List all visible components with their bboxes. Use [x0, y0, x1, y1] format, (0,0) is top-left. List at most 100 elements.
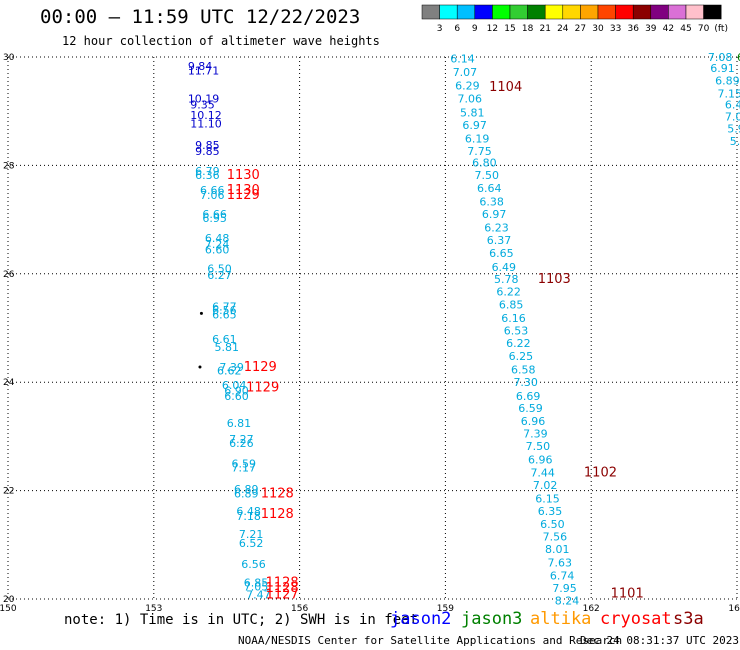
altika-data-label: 6.96: [521, 415, 546, 428]
altika-data-label: 5.81: [460, 106, 485, 119]
altika-data-label: 6.56: [212, 304, 237, 317]
color-scale-label: 12: [487, 24, 498, 34]
color-scale-label: 39: [645, 24, 657, 34]
cryosat-data-label: 1129: [246, 381, 279, 396]
color-scale-swatch: [632, 4, 652, 20]
altika-data-label: 6.61: [212, 333, 237, 346]
color-scale-swatch: [544, 4, 564, 20]
altika-data-label: 6.89: [715, 74, 740, 87]
altika-data-label: 6.90: [224, 384, 249, 397]
altika-data-label: 6.36: [195, 169, 220, 182]
altika-data-label: 6.49: [725, 99, 740, 112]
jason3-data-label: 6.85: [737, 51, 740, 64]
altika-data-label: 7.95: [552, 582, 577, 595]
altika-data-label: 6.04: [222, 379, 247, 392]
color-scale-label: 33: [610, 24, 621, 34]
s3a-data-label: 1102: [584, 466, 617, 481]
altika-data-label: 7.56: [543, 531, 568, 544]
altika-data-label: 6.22: [506, 337, 531, 350]
altika-data-label: 6.59: [232, 458, 257, 471]
altika-data-label: 6.35: [538, 505, 563, 518]
altika-data-label: 6.64: [477, 182, 502, 195]
x-tick-label: 153: [145, 604, 162, 614]
altika-data-label: 6.27: [207, 269, 232, 282]
color-scale-swatch: [492, 4, 511, 20]
altika-data-label: 6.52: [239, 537, 264, 550]
jason2-data-label: 9.35: [190, 99, 215, 112]
altika-data-label: 7.06: [458, 93, 483, 106]
altika-data-label: 6.48: [205, 232, 230, 245]
x-tick-label: 162: [583, 604, 600, 614]
altika-data-label: 7.02: [533, 479, 558, 492]
color-scale-label: 6: [454, 24, 460, 34]
generation-timestamp: Dec 24 08:31:37 UTC 2023: [580, 634, 739, 647]
altika-data-label: 7.21: [239, 528, 264, 541]
cryosat-data-label: 1129: [244, 360, 277, 375]
jason2-data-label: 11.10: [190, 118, 222, 131]
altika-data-label: 6.49: [492, 261, 517, 274]
altika-data-label: 6.95: [202, 212, 227, 225]
cryosat-data-label: 1130: [227, 168, 260, 183]
cryosat-data-label: 1128: [266, 581, 299, 596]
altika-data-label: 6.50: [540, 518, 565, 531]
color-scale-label: (ft): [714, 24, 728, 34]
jason2-data-label: 11.71: [188, 65, 220, 78]
jason2-data-label: 10.19: [188, 93, 220, 106]
altika-data-label: 7.30: [513, 376, 538, 389]
s3a-data-label: 1104: [489, 80, 522, 95]
chart-title: 00:00 — 11:59 UTC 12/22/2023: [40, 6, 361, 28]
footer-note: note: 1) Time is in UTC; 2) SWH is in fe…: [64, 612, 419, 628]
altika-data-label: 6.85: [499, 299, 524, 312]
altika-data-label: 5.78: [494, 273, 519, 286]
color-scale-swatch: [685, 4, 704, 20]
cryosat-data-label: 1129: [227, 188, 260, 203]
altika-data-label: 7.75: [467, 145, 492, 158]
altika-data-label: 6.19: [465, 132, 490, 145]
y-tick-label: 24: [3, 378, 15, 388]
altika-data-label: 7.03: [725, 111, 740, 124]
altika-data-label: 7.63: [547, 557, 572, 570]
altika-data-label: 6.22: [496, 286, 521, 299]
jason2-data-label: 9.84: [188, 60, 213, 73]
altika-data-label: 6.14: [450, 53, 475, 66]
altika-data-label: 6.96: [528, 454, 553, 467]
color-scale-swatch: [668, 4, 687, 20]
y-tick-label: 22: [3, 487, 14, 497]
y-tick-label: 26: [3, 270, 15, 280]
legend-altika: altika: [530, 609, 592, 629]
altika-data-label: 5.90: [730, 135, 740, 148]
jason2-data-label: 9.85: [195, 145, 220, 158]
color-scale-swatch: [650, 4, 669, 20]
s3a-data-label: 1103: [538, 272, 571, 287]
altika-data-label: 6.62: [217, 364, 242, 377]
altika-data-label: 6.85: [244, 577, 269, 590]
jason2-data-label: 9.85: [195, 139, 220, 152]
track-marker: [199, 311, 203, 315]
altika-data-label: 7.05: [244, 581, 269, 594]
x-tick-label: 150: [0, 604, 17, 614]
x-tick-label: 156: [291, 604, 308, 614]
altika-data-label: 7.24: [205, 238, 230, 251]
color-scale-label: 27: [575, 24, 586, 34]
jason2-data-label: 10.12: [190, 109, 222, 122]
altika-data-label: 5.91: [727, 123, 740, 136]
altika-data-label: 6.60: [205, 243, 230, 256]
altika-data-label: 7.27: [229, 433, 254, 446]
track-marker: [198, 365, 202, 369]
altika-data-label: 6.16: [501, 312, 526, 325]
color-scale-swatch: [615, 4, 634, 20]
altika-data-label: 6.58: [511, 364, 536, 377]
altika-data-label: 6.23: [484, 222, 509, 235]
cryosat-data-label: 1128: [266, 576, 299, 591]
color-scale-swatch: [562, 4, 581, 20]
altika-data-label: 6.37: [487, 234, 512, 247]
altika-data-label: 6.59: [518, 402, 543, 415]
altika-data-label: 6.79: [195, 165, 220, 178]
color-scale-label: 3: [437, 24, 443, 34]
altika-data-label: 6.25: [509, 350, 533, 363]
legend-jason3: jason3: [461, 609, 523, 629]
altika-data-label: 6.89: [234, 483, 258, 496]
altika-data-label: 6.65: [212, 308, 237, 321]
altika-data-label: 6.56: [241, 558, 266, 571]
